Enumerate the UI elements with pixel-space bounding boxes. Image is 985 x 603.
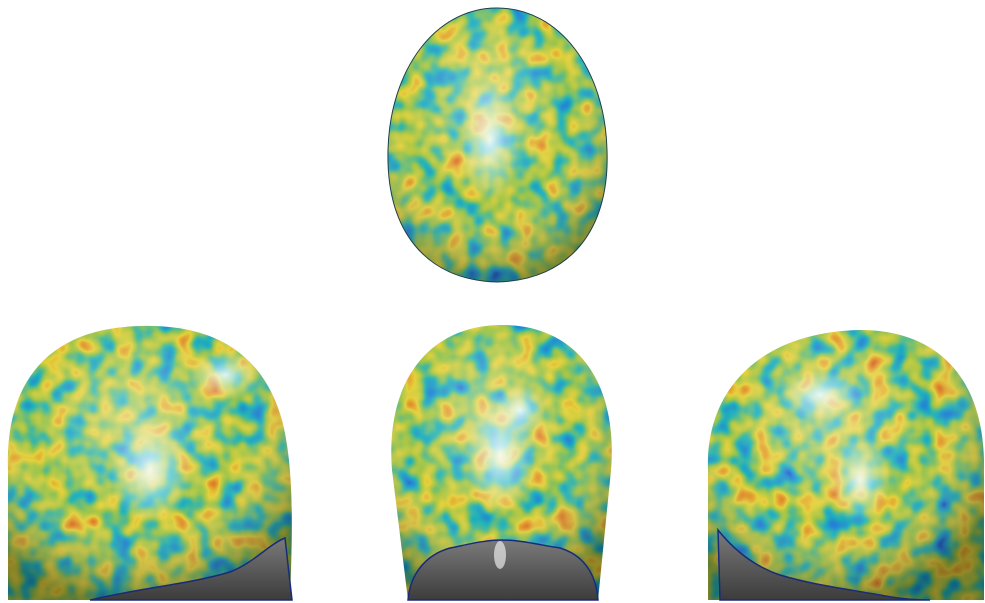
top-view [380, 0, 615, 290]
back-view [385, 320, 620, 603]
left-view [0, 320, 300, 603]
right-view [700, 320, 985, 603]
